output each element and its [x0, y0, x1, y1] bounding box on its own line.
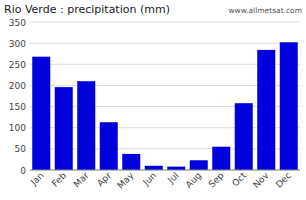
watermark: www.allmetsat.com	[228, 6, 302, 15]
bar	[145, 166, 163, 170]
bar	[212, 147, 230, 170]
bar	[32, 57, 50, 170]
bar	[167, 167, 185, 170]
bar	[235, 103, 253, 170]
x-tick-label: Nov	[251, 170, 271, 190]
y-tick-label: 200	[9, 81, 26, 91]
y-tick-label: 150	[9, 102, 26, 112]
title: Rio Verde : precipitation (mm)	[4, 3, 170, 16]
x-tick-label: Apr	[95, 170, 113, 188]
x-tick-label: Jan	[28, 170, 46, 188]
bars	[32, 42, 298, 170]
x-tick-label: Oct	[230, 170, 248, 188]
grid-line	[30, 43, 300, 44]
x-tick-label: Dec	[274, 170, 293, 189]
chart-svg: Rio Verde : precipitation (mm) www.allmet…	[0, 0, 306, 200]
x-tick-label: Jun	[140, 170, 158, 188]
x-tick-label: Aug	[184, 170, 204, 190]
bar	[55, 87, 73, 170]
x-tick-label: May	[115, 170, 136, 191]
bar	[100, 122, 118, 170]
grid	[30, 22, 300, 170]
bar	[122, 154, 140, 170]
bar	[190, 160, 208, 170]
chart-container: Rio Verde : precipitation (mm) www.allmet…	[0, 0, 306, 200]
y-tick-label: 300	[9, 39, 26, 49]
y-tick-label: 100	[9, 123, 26, 133]
bar	[257, 50, 275, 170]
bar	[77, 81, 95, 170]
y-tick-label: 0	[20, 166, 26, 176]
grid-line	[30, 170, 300, 171]
grid-line	[30, 22, 300, 23]
x-tick-label: Sep	[207, 170, 226, 189]
y-tick-label: 250	[9, 60, 26, 70]
x-tick-label: Mar	[72, 170, 91, 189]
y-tick-label: 50	[15, 144, 27, 154]
x-tick-label: Feb	[50, 170, 69, 189]
y-tick-label: 350	[9, 18, 26, 28]
bar	[280, 42, 298, 170]
x-tick-label: Jul	[165, 170, 180, 185]
x-axis-line	[30, 170, 300, 171]
